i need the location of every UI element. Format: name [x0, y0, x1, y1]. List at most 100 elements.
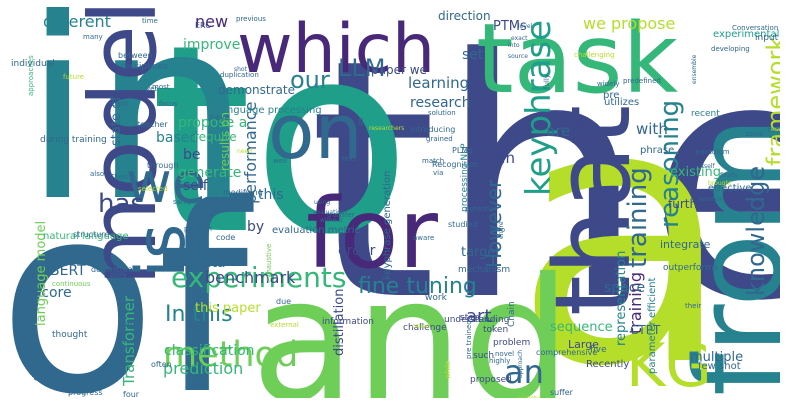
word-experiments: experiments [171, 261, 347, 294]
word-to: to [150, 6, 412, 292]
word-of: of [8, 150, 249, 398]
word-research: research [410, 95, 471, 111]
word-improve: improve [183, 37, 241, 53]
word-five: five [590, 345, 607, 355]
word-need: need [237, 148, 252, 155]
word-exact: exact [511, 35, 528, 42]
word-highly: highly [489, 357, 511, 365]
word-benchmark: benchmark [205, 268, 296, 287]
word-approach: approach [517, 349, 524, 378]
word-comprehensive: comprehensive [536, 348, 598, 357]
word-without: without [320, 217, 343, 224]
word-using: using [314, 199, 331, 206]
word-text: text [342, 155, 356, 163]
word-during-training: during training [40, 135, 107, 145]
word-two: two [768, 127, 779, 134]
word-integrate: integrate [660, 238, 711, 251]
word-data: data [194, 255, 226, 271]
word-few-shot: few shot [698, 361, 741, 372]
word-fine-tuning: fine tuning [358, 274, 477, 299]
word-predefined: predefined [623, 77, 661, 85]
word-evaluation: evaluation [313, 209, 345, 216]
word-solution: solution [428, 109, 456, 117]
word-multiple: multiple [690, 350, 744, 365]
word-challenging: challenging [574, 51, 615, 59]
word-representation: representation [614, 250, 629, 346]
word-by: by [247, 219, 265, 235]
word-all: all [125, 320, 135, 329]
word-individual: individual [11, 59, 55, 69]
word-large: Large [568, 338, 599, 351]
word-continuous: continuous [52, 280, 91, 288]
word-teacher: teacher [137, 120, 168, 129]
word-many: many [83, 33, 103, 41]
word-source: source [508, 53, 528, 60]
word-introducing: introducing [410, 125, 456, 134]
word-recognition: Recognition [432, 160, 480, 169]
word-shot: shot [234, 66, 247, 73]
word-different: different [43, 12, 111, 31]
word-called: called [412, 323, 430, 330]
word-previous: previous [236, 15, 266, 23]
word-recently: Recently [586, 359, 630, 370]
word-can: can [488, 149, 515, 167]
word-input: input [755, 33, 779, 43]
word-space: space [604, 280, 646, 296]
word-keyphrase-generation: keyphrase generation [382, 170, 393, 280]
word-in: in [23, 6, 251, 256]
word-work: work [425, 293, 447, 303]
word-pre: pre [603, 90, 620, 101]
word-aware: aware [413, 234, 435, 242]
word-generate: generate [178, 165, 242, 181]
word-learning: learning [408, 74, 470, 92]
word-pre-trained: pre trained [465, 320, 473, 359]
word-are: are [546, 122, 571, 140]
word-external: external [270, 321, 299, 329]
word-also: also [90, 170, 105, 178]
word-perform: perform [184, 225, 212, 233]
word-a: a [513, 26, 734, 399]
word-widely: widely [597, 80, 620, 88]
word-our: our [290, 66, 330, 94]
word-in-this: In this [165, 302, 233, 327]
word-their: their [685, 302, 702, 310]
word-four: four [123, 390, 140, 399]
word-further: further [668, 197, 710, 211]
word-well: well [273, 157, 287, 165]
word-progress: progress [68, 388, 103, 397]
word-token: token [483, 325, 509, 335]
word-llm: LLM [338, 54, 386, 82]
word-potential: potential [465, 205, 497, 213]
word-paper-we: paper we [371, 63, 427, 77]
word-novel: novel [495, 350, 515, 358]
word-mechanism: mechanism [458, 265, 511, 275]
word-level: level [518, 23, 533, 30]
word-modifying: modifying [223, 188, 263, 197]
word-utilizes: utilizes [604, 97, 640, 108]
word-new: new [195, 12, 229, 31]
word-been: been [482, 317, 497, 324]
word-while: while [444, 360, 452, 379]
word-understanding: understanding [444, 315, 510, 325]
word-for: for [306, 178, 438, 290]
word-bert: BERT [50, 263, 86, 279]
word-between: between [118, 51, 153, 60]
word-challenge: challenge [403, 323, 447, 333]
word-focus: focus [159, 100, 178, 108]
word-sequence: sequence [550, 320, 613, 335]
word-yet: yet [146, 85, 158, 93]
word-language-processing: language processing [218, 105, 322, 116]
word-kg: KG [626, 331, 712, 398]
word-transformer: Transformer [120, 295, 138, 386]
word-we: we [126, 151, 207, 216]
word-be: be [183, 147, 201, 163]
word-cloud: the a to of and in model which task on for that from… [8, 6, 780, 398]
word-require: require [194, 130, 237, 144]
word-based: based [156, 130, 199, 146]
word-fully: fully [543, 74, 551, 89]
word-suffer: suffer [550, 388, 573, 397]
word-we-propose: we propose [583, 14, 676, 33]
word-set: set [462, 47, 484, 63]
word-brought: brought [708, 180, 732, 187]
word-studied: studied [448, 220, 478, 229]
